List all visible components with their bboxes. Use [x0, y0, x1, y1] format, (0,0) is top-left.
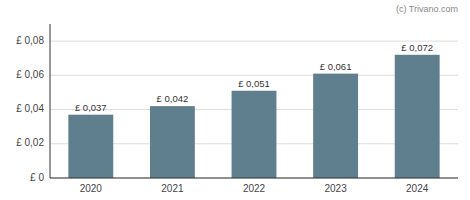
data-labels: £ 0,037 £ 0,042 £ 0,051 £ 0,061 £ 0,072 [75, 42, 433, 113]
y-axis-line [50, 24, 51, 178]
grid-line [50, 178, 458, 179]
grid-line [50, 41, 458, 42]
x-axis-line [50, 178, 458, 179]
data-label: £ 0,042 [157, 93, 189, 104]
y-tick-label: £ 0,08 [16, 35, 44, 46]
x-tick-label: 2020 [80, 183, 103, 194]
bar [395, 55, 440, 178]
y-tick-label: £ 0,02 [16, 137, 44, 148]
grid [50, 41, 458, 178]
x-tick-label: 2021 [161, 183, 184, 194]
chart-svg: £ 0£ 0,02£ 0,04£ 0,06£ 0,082020202120222… [0, 0, 470, 200]
data-label: £ 0,061 [320, 61, 352, 72]
bar [150, 106, 195, 178]
y-tick-label: £ 0,06 [16, 69, 44, 80]
bar [68, 115, 113, 178]
x-tick-label: 2022 [243, 183, 266, 194]
bar [232, 91, 277, 178]
x-tick-label: 2024 [406, 183, 429, 194]
watermark: (c) Trivano.com [396, 4, 458, 14]
chart-container: £ 0£ 0,02£ 0,04£ 0,06£ 0,082020202120222… [0, 0, 470, 200]
bars [68, 55, 439, 178]
bar [313, 74, 358, 178]
y-tick-label: £ 0 [30, 172, 44, 183]
y-tick-labels: £ 0 £ 0,02 £ 0,04 £ 0,06 £ 0,08 [16, 35, 44, 183]
x-tick-labels: 2020 2021 2022 2023 2024 [80, 183, 429, 194]
data-label: £ 0,037 [75, 102, 107, 113]
axes [50, 24, 458, 178]
data-label: £ 0,051 [238, 78, 270, 89]
y-tick-label: £ 0,04 [16, 103, 44, 114]
data-label: £ 0,072 [401, 42, 433, 53]
x-tick-label: 2023 [324, 183, 347, 194]
